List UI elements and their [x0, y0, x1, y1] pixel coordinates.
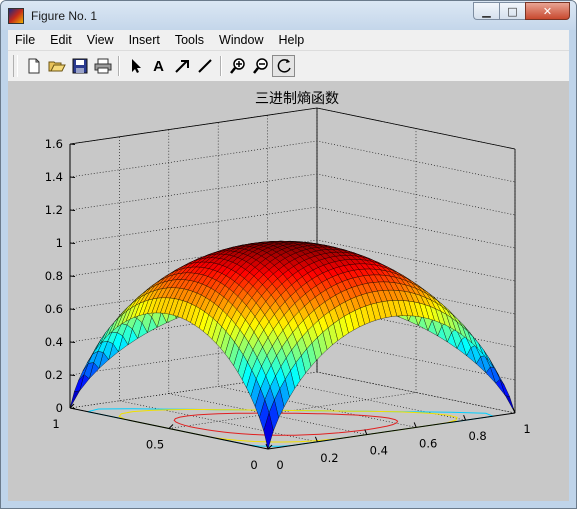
z-tick-mark — [69, 308, 76, 310]
grid-line — [168, 129, 367, 435]
surface-plot[interactable]: 0 0.2 0.4 0.6 0.8 1 1.2 1.4 1.6 0 0.2 0.4 0.6 0.8 1 0 0.… — [8, 81, 569, 501]
base-contour — [173, 412, 399, 436]
z-tick-mark — [69, 209, 76, 211]
y-tick-label: 0 — [250, 458, 257, 472]
rotate-3d-icon — [277, 59, 291, 73]
z-tick-label: 1 — [56, 236, 63, 250]
zoom-in-icon — [229, 58, 245, 74]
grid-line — [316, 108, 516, 414]
insert-line-button[interactable] — [193, 55, 216, 77]
rotate-3d-button[interactable] — [272, 55, 295, 77]
x-tick-label: 0.2 — [320, 451, 338, 465]
insert-arrow-icon — [174, 60, 189, 73]
menu-window[interactable]: Window — [219, 33, 264, 47]
maximize-button[interactable]: □ — [499, 2, 525, 20]
menu-tools[interactable]: Tools — [174, 33, 205, 47]
grid-line — [217, 122, 417, 428]
menu-insert[interactable]: Insert — [128, 33, 160, 47]
figure-canvas[interactable]: 0 0.2 0.4 0.6 0.8 1 1.2 1.4 1.6 0 0.2 0.4 0.6 0.8 1 0 0.… — [8, 81, 569, 501]
edit-plot-arrow-icon — [131, 59, 141, 73]
z-tick-mark — [69, 143, 76, 145]
z-tick-mark — [69, 341, 76, 343]
grid-line — [267, 115, 466, 421]
grid-line — [69, 140, 516, 183]
print-icon — [94, 58, 111, 74]
x-tick-mark — [265, 443, 269, 450]
new-figure-icon — [28, 58, 39, 74]
grid-line — [69, 107, 516, 150]
x-tick-label: 0 — [276, 458, 283, 472]
x-axis-line — [267, 412, 516, 450]
x-tick-label: 0.6 — [419, 436, 437, 450]
open-file-icon — [48, 61, 66, 72]
matlab-icon — [8, 7, 24, 24]
grid-line — [168, 128, 417, 429]
insert-line-icon — [197, 59, 212, 73]
menu-view[interactable]: View — [86, 33, 114, 47]
zoom-out-icon — [252, 58, 268, 74]
y-tick-mark — [69, 403, 75, 409]
surface-patch — [69, 390, 81, 409]
x-tick-label: 0.4 — [370, 444, 388, 458]
toolbar-grip[interactable] — [13, 55, 18, 77]
insert-text-icon: A — [153, 57, 164, 75]
x-tick-label: 0.8 — [468, 429, 486, 443]
save-icon — [72, 58, 87, 74]
base-contour — [118, 409, 458, 443]
y-tick-mark — [267, 444, 273, 450]
x-tick-mark — [413, 422, 417, 428]
z-tick-mark — [69, 242, 76, 244]
y-tick-label: 0.5 — [146, 438, 164, 452]
toolbar-separator — [118, 56, 120, 76]
print-button[interactable] — [91, 55, 114, 77]
open-file-button[interactable] — [45, 55, 68, 77]
y-tick-mark — [168, 424, 174, 429]
box-top-edge — [69, 107, 516, 150]
title-bar[interactable]: Figure No. 1 ▁ □ ✕ — [1, 1, 576, 30]
x-tick-mark — [314, 436, 318, 442]
z-tick-mark — [69, 374, 76, 376]
x-tick-mark — [364, 429, 368, 435]
menu-edit[interactable]: Edit — [50, 33, 72, 47]
zoom-in-button[interactable] — [226, 55, 249, 77]
z-tick-mark — [69, 407, 76, 409]
z-tick-mark — [69, 176, 76, 178]
save-button[interactable] — [68, 55, 91, 77]
z-tick-label: 1.6 — [45, 137, 63, 151]
new-figure-button[interactable] — [22, 55, 45, 77]
minimize-button[interactable]: ▁ — [473, 2, 499, 20]
z-tick-label: 0.6 — [45, 302, 63, 316]
z-tick-label: 1.4 — [45, 170, 63, 184]
window-title: Figure No. 1 — [31, 8, 98, 23]
menu-help[interactable]: Help — [278, 33, 305, 47]
toolbar-separator — [220, 56, 222, 76]
x-tick-mark — [463, 415, 467, 421]
z-tick-label: 0.8 — [45, 269, 63, 283]
z-tick-label: 0.4 — [45, 335, 63, 349]
insert-arrow-button[interactable] — [170, 55, 193, 77]
insert-text-button[interactable]: A — [147, 55, 170, 77]
figure-toolbar: A — [8, 50, 569, 81]
z-tick-label: 0 — [56, 401, 63, 415]
chart-title: 三进制熵函数 — [255, 91, 339, 107]
edit-plot-button[interactable] — [124, 55, 147, 77]
surface-patch — [263, 412, 274, 450]
zoom-out-button[interactable] — [249, 55, 272, 77]
menu-bar: File Edit View Insert Tools Window Help — [8, 30, 569, 50]
close-button[interactable]: ✕ — [525, 2, 570, 20]
z-tick-label: 1.2 — [45, 203, 63, 217]
menu-file[interactable]: File — [15, 33, 36, 47]
grid-line — [119, 136, 318, 443]
x-tick-mark — [512, 407, 516, 414]
grid-line — [69, 108, 318, 409]
grid-line — [69, 173, 516, 216]
y-tick-label: 1 — [52, 417, 59, 431]
z-tick-mark — [69, 275, 76, 277]
x-tick-label: 1 — [523, 422, 530, 436]
z-tick-label: 0.2 — [45, 368, 63, 382]
